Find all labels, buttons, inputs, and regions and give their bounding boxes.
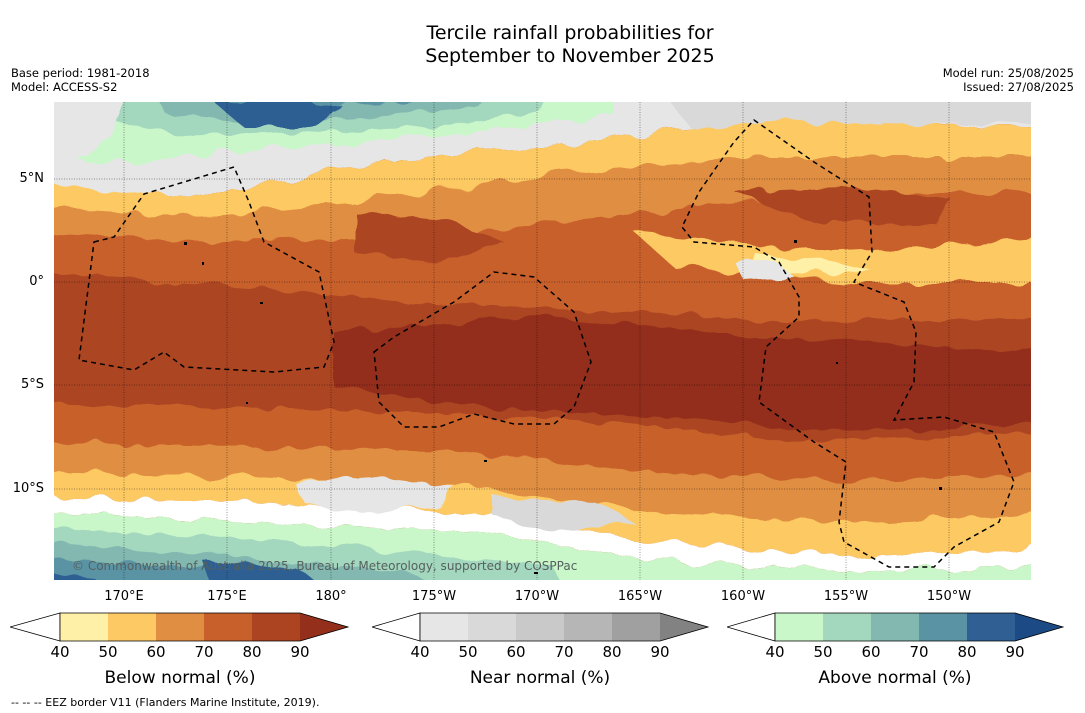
- cb3-swatch: [823, 613, 871, 641]
- model-run: Model run: 25/08/2025: [942, 66, 1074, 80]
- lat-label-5n: 5°N: [19, 171, 45, 186]
- map-title: Tercile rainfall probabilities for Septe…: [0, 22, 1085, 68]
- cb1-label: Below normal (%): [104, 668, 256, 688]
- colorbar-above-normal: [727, 612, 1065, 642]
- cb1-swatch: [156, 613, 204, 641]
- cb2-end-cap: [660, 613, 708, 641]
- cb1-swatch: [108, 613, 156, 641]
- cb2-tick: 80: [602, 643, 622, 661]
- lon-label-150w: 150°W: [926, 589, 972, 604]
- cb2-label: Near normal (%): [469, 668, 611, 688]
- probability-bands: [54, 102, 1031, 580]
- cb1-swatch: [204, 613, 252, 641]
- cb3-swatch: [967, 613, 1015, 641]
- cb1-start-cap: [10, 612, 61, 642]
- lon-label-160w: 160°W: [720, 589, 766, 604]
- cb3-end-cap: [1015, 613, 1063, 641]
- cb3-tick: 60: [861, 643, 881, 661]
- probability-map: © Commonwealth of Australia 2025, Bureau…: [54, 102, 1031, 580]
- meta-left: Base period: 1981-2018 Model: ACCESS-S2: [11, 66, 150, 94]
- cb3-tick: 80: [957, 643, 977, 661]
- lon-label-170w: 170°W: [514, 589, 560, 604]
- colorbar-below-normal: [10, 612, 350, 642]
- cb3-swatch: [919, 613, 967, 641]
- cb3-start-cap: [727, 612, 776, 642]
- meta-right: Model run: 25/08/2025 Issued: 27/08/2025: [943, 66, 1074, 94]
- cb1-tick: 40: [50, 643, 70, 661]
- cb3-swatch: [871, 613, 919, 641]
- island-markers: [184, 240, 942, 574]
- lon-label-175w: 175°W: [411, 589, 457, 604]
- cb2-swatch: [612, 613, 660, 641]
- lon-label-165w: 165°W: [617, 589, 663, 604]
- cb1-tick: 80: [242, 643, 262, 661]
- cb2-tick: 40: [410, 643, 430, 661]
- lon-label-180: 180°: [315, 589, 347, 604]
- cb1-tick: 50: [98, 643, 118, 661]
- cb2-start-cap: [372, 612, 421, 642]
- colorbar-near-normal: [372, 612, 710, 642]
- cb2-tick: 90: [650, 643, 670, 661]
- lon-label-155w: 155°W: [823, 589, 869, 604]
- grid-lines: [54, 102, 1031, 580]
- cb1-end-cap: [300, 613, 348, 641]
- lon-label-170e: 170°E: [104, 589, 144, 604]
- eez-border-note: -- -- -- EEZ border V11 (Flanders Marine…: [11, 696, 320, 709]
- cb1-swatch: [252, 613, 300, 641]
- cb3-swatch: [775, 613, 823, 641]
- cb3-tick: 50: [813, 643, 833, 661]
- title-line-1: Tercile rainfall probabilities for: [426, 22, 714, 44]
- cb1-tick: 70: [194, 643, 214, 661]
- cb3-label: Above normal (%): [818, 668, 972, 688]
- cb2-swatch: [516, 613, 564, 641]
- base-period: Base period: 1981-2018: [11, 66, 150, 80]
- title-line-2: September to November 2025: [425, 45, 715, 67]
- lon-label-175e: 175°E: [207, 589, 247, 604]
- cb3-tick: 40: [765, 643, 785, 661]
- cb2-swatch: [468, 613, 516, 641]
- cb2-tick: 50: [458, 643, 478, 661]
- cb2-swatch: [420, 613, 468, 641]
- issued-date: Issued: 27/08/2025: [963, 80, 1074, 94]
- lat-label-10s: 10°S: [12, 481, 44, 496]
- cb1-tick: 90: [290, 643, 310, 661]
- cb2-tick: 70: [554, 643, 574, 661]
- cb3-tick: 90: [1005, 643, 1025, 661]
- lat-label-5s: 5°S: [20, 377, 44, 392]
- model-name: Model: ACCESS-S2: [11, 80, 118, 94]
- cb3-tick: 70: [909, 643, 929, 661]
- eez-borders: [78, 119, 1015, 568]
- cb1-swatch: [60, 613, 108, 641]
- cb2-swatch: [564, 613, 612, 641]
- cb2-tick: 60: [506, 643, 526, 661]
- cb1-tick: 60: [146, 643, 166, 661]
- copyright-notice: © Commonwealth of Australia 2025, Bureau…: [72, 559, 577, 573]
- lat-label-equator: 0°: [29, 274, 44, 289]
